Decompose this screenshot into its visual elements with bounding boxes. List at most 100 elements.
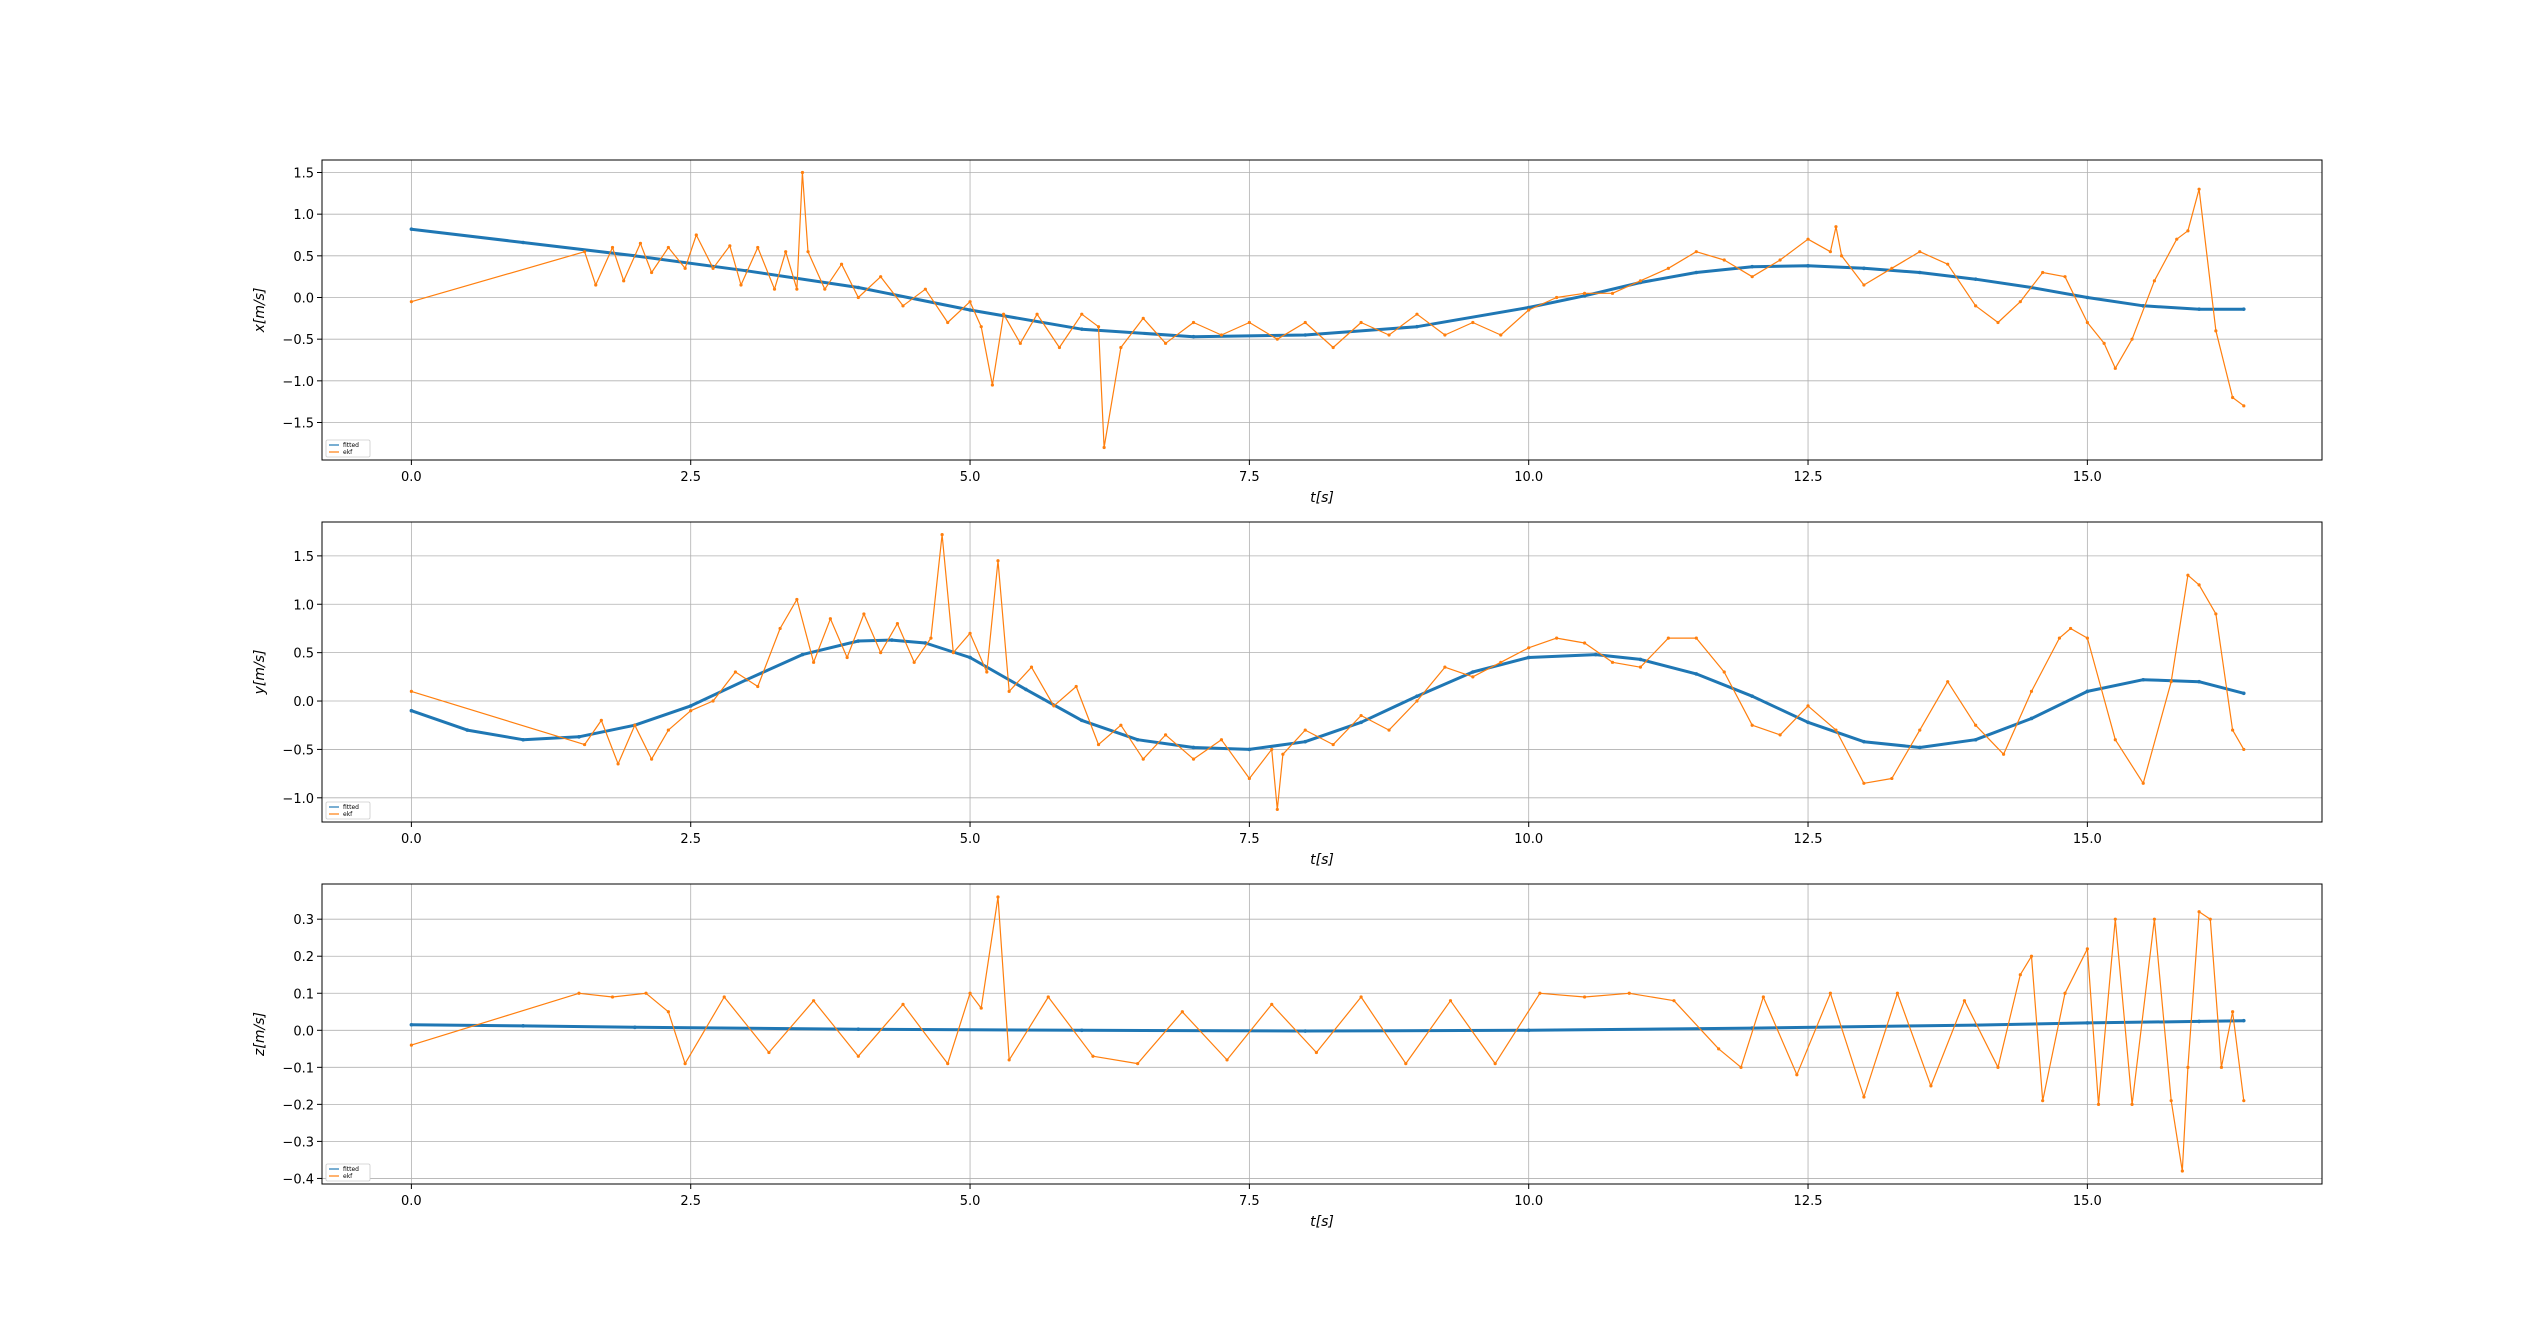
- data-point-ekf: [2063, 275, 2067, 279]
- data-point-fitted: [688, 704, 693, 708]
- data-point-fitted: [2085, 689, 2090, 694]
- data-point-ekf: [968, 991, 972, 995]
- data-point-ekf: [1119, 345, 1123, 350]
- data-point-ekf: [1448, 999, 1453, 1003]
- data-point-fitted: [1415, 694, 1419, 698]
- data-point-fitted: [1750, 264, 1754, 269]
- data-point-ekf: [1096, 325, 1101, 329]
- y-tick-label: 1.0: [293, 208, 314, 223]
- y-tick-label: 1.5: [293, 167, 314, 182]
- data-point-ekf: [1890, 776, 1894, 781]
- x-tick-label: 5.0: [960, 832, 981, 847]
- data-point-ekf: [1862, 1095, 1866, 1099]
- y-tick-label: −0.4: [282, 1172, 314, 1187]
- data-point-ekf: [1219, 738, 1224, 742]
- series-line-fitted: [411, 227, 2244, 339]
- data-point-ekf: [1538, 991, 1542, 995]
- data-point-ekf: [582, 250, 587, 254]
- data-point-ekf: [806, 250, 810, 254]
- data-point-ekf: [1141, 316, 1145, 320]
- data-point-ekf: [1331, 345, 1335, 350]
- x-tick-label: 0.0: [401, 470, 422, 485]
- y-tick-label: 0.5: [293, 647, 314, 662]
- data-point-ekf: [616, 762, 620, 766]
- data-point-fitted: [1917, 270, 1922, 275]
- data-point-fitted: [1750, 694, 1754, 698]
- series-line-ekf: [411, 533, 2245, 811]
- data-point-ekf: [2197, 910, 2201, 914]
- data-point-ekf: [2242, 747, 2246, 752]
- data-point-ekf: [666, 1010, 670, 1014]
- data-point-ekf: [1387, 333, 1391, 337]
- y-tick-label: 0.0: [293, 292, 314, 307]
- data-point-ekf: [722, 995, 726, 999]
- data-point-ekf: [650, 270, 654, 275]
- data-point-fitted: [1862, 266, 1866, 271]
- data-point-ekf: [990, 383, 994, 387]
- data-point-ekf: [823, 287, 827, 291]
- data-point-fitted: [1303, 333, 1308, 337]
- data-point-fitted: [1471, 670, 1475, 674]
- data-point-ekf: [1415, 312, 1419, 316]
- data-point-ekf: [2041, 270, 2045, 275]
- axes-frame: [321, 159, 2323, 461]
- data-point-ekf: [1180, 1010, 1184, 1014]
- data-point-ekf: [772, 287, 777, 291]
- axes-frame: [321, 521, 2323, 823]
- data-point-ekf: [1102, 445, 1106, 450]
- data-point-ekf: [839, 262, 844, 266]
- x-tick-label: 5.0: [960, 1194, 981, 1209]
- data-point-ekf: [1666, 266, 1670, 270]
- x-tick-label: 15.0: [2073, 470, 2102, 485]
- data-point-ekf: [2169, 680, 2173, 684]
- data-point-fitted: [2241, 307, 2246, 311]
- data-point-ekf: [895, 622, 900, 626]
- y-tick-label: −1.0: [282, 792, 314, 807]
- data-point-fitted: [1638, 657, 1643, 662]
- data-point-ekf: [2219, 1065, 2224, 1069]
- data-point-ekf: [929, 636, 933, 640]
- x-tick-label: 0.0: [401, 1194, 422, 1209]
- data-point-ekf: [901, 304, 905, 308]
- y-axis-label: z[m/s]: [252, 1012, 268, 1057]
- data-point-ekf: [979, 325, 983, 329]
- data-point-ekf: [1638, 279, 1643, 283]
- data-point-ekf: [2186, 229, 2190, 233]
- data-point-ekf: [784, 250, 788, 254]
- x-axis-label: t[s]: [1310, 490, 1334, 506]
- y-tick-label: −0.2: [282, 1098, 314, 1113]
- data-point-fitted: [1582, 294, 1587, 298]
- legend-label-fitted: fitted: [343, 442, 359, 449]
- data-point-ekf: [1091, 1054, 1095, 1058]
- data-point-ekf: [1739, 1065, 1743, 1069]
- data-point-fitted: [409, 708, 414, 713]
- data-point-ekf: [1029, 665, 1034, 669]
- data-point-ekf: [1862, 283, 1866, 287]
- data-point-ekf: [968, 631, 972, 635]
- y-tick-label: 0.5: [293, 250, 314, 265]
- data-point-ekf: [1443, 333, 1447, 337]
- data-point-ekf: [2214, 329, 2218, 333]
- data-point-ekf: [582, 742, 587, 747]
- data-point-ekf: [1219, 333, 1224, 337]
- data-point-ekf: [1275, 337, 1279, 341]
- data-point-ekf: [733, 670, 738, 674]
- data-point-fitted: [2029, 716, 2034, 721]
- data-point-ekf: [923, 287, 927, 291]
- data-point-ekf: [1761, 995, 1765, 999]
- data-point-ekf: [845, 655, 849, 660]
- data-point-ekf: [594, 283, 598, 287]
- data-point-ekf: [2085, 320, 2089, 325]
- x-tick-label: 2.5: [680, 832, 701, 847]
- legend-label-ekf: ekf: [343, 811, 353, 818]
- data-point-ekf: [1750, 723, 1754, 727]
- data-point-fitted: [856, 1027, 861, 1031]
- data-point-ekf: [951, 651, 955, 655]
- x-axis-label: t[s]: [1310, 1214, 1334, 1230]
- data-point-ekf: [1080, 312, 1084, 316]
- x-tick-label: 5.0: [960, 470, 981, 485]
- data-point-fitted: [1359, 720, 1363, 725]
- data-point-ekf: [946, 1062, 950, 1066]
- data-point-ekf: [683, 1062, 687, 1066]
- data-point-ekf: [2029, 954, 2034, 958]
